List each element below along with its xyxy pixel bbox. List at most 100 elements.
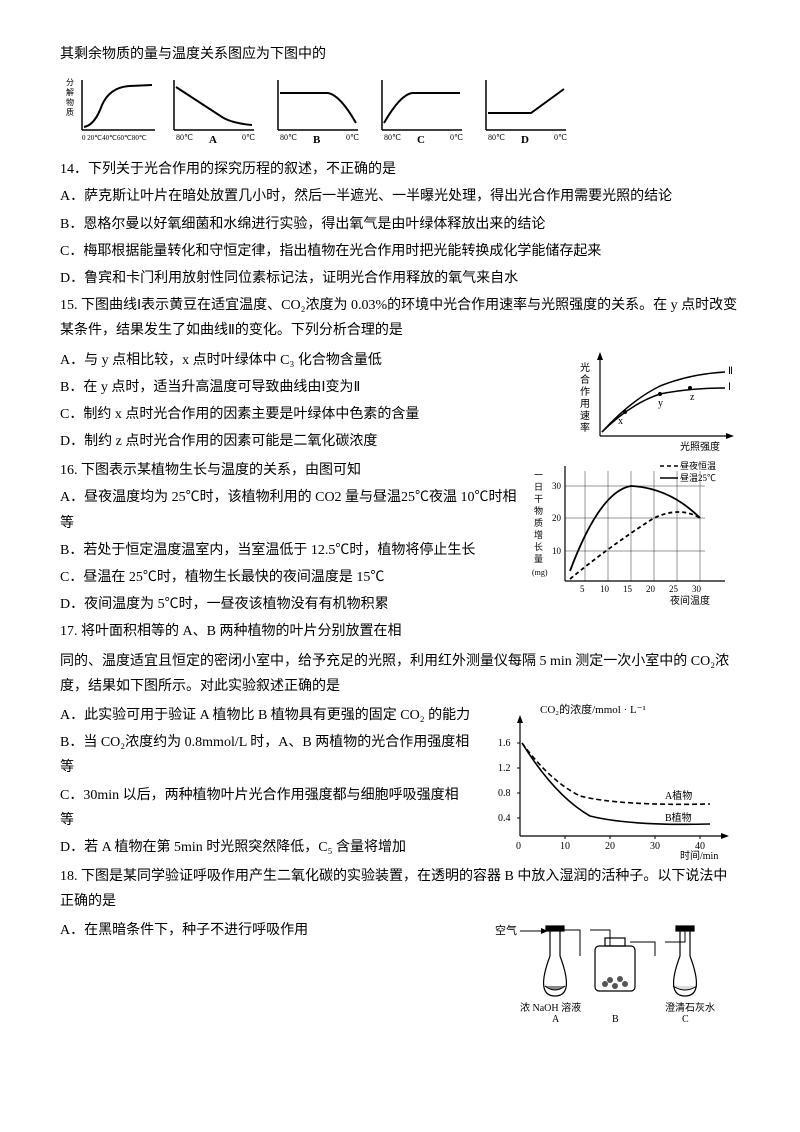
q15-C: C．制约 x 点时光合作用的因素主要是叶绿体中色素的含量 <box>60 402 562 427</box>
svg-text:20: 20 <box>552 513 562 523</box>
svg-text:80℃: 80℃ <box>488 133 505 142</box>
svg-text:D: D <box>521 134 529 145</box>
q14-D: D．鲁宾和卡门利用放射性同位素标记法，证明光合作用释放的氧气来自水 <box>60 266 740 291</box>
svg-text:10: 10 <box>600 584 610 594</box>
q15-A: A．与 y 点相比较，x 点时叶绿体中 C₃ 化合物含量低 <box>60 348 562 373</box>
svg-text:质: 质 <box>534 517 543 528</box>
svg-text:量: 量 <box>534 554 543 564</box>
svg-text:澄清石灰水: 澄清石灰水 <box>665 1001 715 1014</box>
svg-text:质: 质 <box>66 107 74 117</box>
svg-text:A: A <box>552 1014 560 1025</box>
graph-left: 分 解 物 质 0 20℃40℃60℃80℃ <box>60 75 160 145</box>
svg-text:1.2: 1.2 <box>498 763 511 774</box>
svg-text:30: 30 <box>692 584 702 594</box>
svg-text:(mg): (mg) <box>532 568 548 577</box>
svg-text:20: 20 <box>646 584 656 594</box>
svg-text:0.4: 0.4 <box>498 813 511 824</box>
q14-B: B．恩格尔曼以好氧细菌和水绵进行实验，得出氧气是由叶绿体释放出来的结论 <box>60 212 740 237</box>
svg-text:0 20℃40℃60℃80℃: 0 20℃40℃60℃80℃ <box>82 134 147 142</box>
svg-text:物: 物 <box>66 97 74 107</box>
svg-text:1.6: 1.6 <box>498 738 511 749</box>
svg-text:率: 率 <box>580 421 590 434</box>
q17-A: A．此实验可用于验证 A 植物比 B 植物具有更强的固定 CO₂ 的能力 <box>60 703 472 728</box>
svg-text:80℃: 80℃ <box>176 133 193 142</box>
svg-text:B: B <box>612 1014 619 1025</box>
svg-text:0℃: 0℃ <box>346 133 359 142</box>
svg-text:分: 分 <box>66 78 74 87</box>
svg-text:A植物: A植物 <box>665 789 692 802</box>
svg-text:30: 30 <box>552 481 562 491</box>
q15-B: B．在 y 点时，适当升高温度可导致曲线由Ⅰ变为Ⅱ <box>60 375 562 400</box>
svg-text:25: 25 <box>669 584 679 594</box>
svg-text:0.8: 0.8 <box>498 788 511 799</box>
q17-C: C．30min 以后，两种植物叶片光合作用强度都与细胞呼吸强度相等 <box>60 783 472 833</box>
q18-A: A．在黑暗条件下，种子不进行呼吸作用 <box>60 918 482 943</box>
q15-stem: 15. 下图曲线Ⅰ表示黄豆在适宜温度、CO₂浓度为 0.03%的环境中光合作用速… <box>60 293 740 343</box>
svg-text:解: 解 <box>66 87 74 97</box>
q17-stem-part2: 同的、温度适宜且恒定的密闭小室中，给予充足的光照，利用红外测量仪每隔 5 min… <box>60 649 740 699</box>
svg-text:夜间温度: 夜间温度 <box>670 594 710 606</box>
svg-text:x: x <box>618 416 623 427</box>
svg-text:速: 速 <box>580 410 590 422</box>
svg-text:一: 一 <box>534 470 543 480</box>
svg-text:0: 0 <box>516 841 521 852</box>
svg-text:C: C <box>682 1014 689 1025</box>
svg-text:物: 物 <box>534 505 543 516</box>
svg-text:A: A <box>209 134 217 145</box>
q16-A: A．昼夜温度均为 25℃时，该植物利用的 CO2 量与昼温25℃夜温 10℃时相… <box>60 485 522 535</box>
graph-a: 80℃ 0℃ A <box>164 75 264 145</box>
svg-text:光: 光 <box>580 361 590 374</box>
svg-text:0℃: 0℃ <box>242 133 255 142</box>
svg-text:10: 10 <box>552 546 562 556</box>
svg-text:80℃: 80℃ <box>384 133 401 142</box>
q15-D: D．制约 z 点时光合作用的因素可能是二氧化碳浓度 <box>60 429 562 454</box>
svg-text:干: 干 <box>534 494 543 504</box>
svg-text:10: 10 <box>560 841 570 852</box>
svg-text:5: 5 <box>580 584 585 594</box>
svg-text:y: y <box>658 398 663 409</box>
svg-text:80℃: 80℃ <box>280 133 297 142</box>
q17-stem-part1: 17. 将叶面积相等的 A、B 两种植物的叶片分别放置在相 <box>60 619 522 644</box>
svg-text:增: 增 <box>534 529 543 540</box>
graph-c: 80℃ 0℃ C <box>372 75 472 145</box>
q16-D: D．夜间温度为 5℃时，一昼夜该植物没有有机物积累 <box>60 592 522 617</box>
svg-text:0℃: 0℃ <box>554 133 567 142</box>
svg-text:20: 20 <box>605 841 615 852</box>
svg-text:作: 作 <box>580 386 590 398</box>
svg-text:15: 15 <box>623 584 633 594</box>
q16-C: C．昼温在 25℃时，植物生长最快的夜间温度是 15℃ <box>60 565 522 590</box>
q14-C: C．梅耶根据能量转化和守恒定律，指出植物在光合作用时把光能转换成化学能储存起来 <box>60 239 740 264</box>
svg-text:30: 30 <box>650 841 660 852</box>
q18-figure: 空气 <box>490 916 740 1026</box>
svg-text:B植物: B植物 <box>665 811 692 824</box>
svg-text:CO₂的浓度/mmol · L⁻¹: CO₂的浓度/mmol · L⁻¹ <box>540 702 646 716</box>
svg-text:日: 日 <box>534 482 543 492</box>
intro-text: 其剩余物质的量与温度关系图应为下图中的 <box>60 42 740 67</box>
svg-text:z: z <box>690 392 695 403</box>
q16-figure: 30 20 10 5 10 15 20 25 30 夜间温度 一 日 干 物 质… <box>530 456 740 606</box>
svg-text:昼温25℃: 昼温25℃ <box>680 473 716 483</box>
svg-text:光照强度: 光照强度 <box>680 440 720 453</box>
q15-figure: x y z Ⅱ Ⅰ 光 合 作 用 速 率 光照强度 <box>570 346 740 456</box>
top-graphs-row: 分 解 物 质 0 20℃40℃60℃80℃ 80℃ 0℃ A 80℃ 0℃ B… <box>60 75 740 145</box>
svg-text:Ⅱ: Ⅱ <box>728 366 733 377</box>
svg-text:浓 NaOH 溶液: 浓 NaOH 溶液 <box>520 1001 581 1014</box>
q16-B: B．若处于恒定温度温室内，当室温低于 12.5℃时，植物将停止生长 <box>60 538 522 563</box>
svg-text:B: B <box>313 134 321 145</box>
q14-A: A．萨克斯让叶片在暗处放置几小时，然后一半遮光、一半曝光处理，得出光合作用需要光… <box>60 184 740 209</box>
svg-text:昼夜恒温: 昼夜恒温 <box>680 460 716 471</box>
q16-stem: 16. 下图表示某植物生长与温度的关系，由图可知 <box>60 458 522 483</box>
q17-D: D．若 A 植物在第 5min 时光照突然降低，C₅ 含量将增加 <box>60 835 472 860</box>
graph-b: 80℃ 0℃ B <box>268 75 368 145</box>
svg-text:空气: 空气 <box>495 923 517 937</box>
q18-stem: 18. 下图是某同学验证呼吸作用产生二氧化碳的实验装置，在透明的容器 B 中放入… <box>60 864 740 914</box>
svg-text:长: 长 <box>534 541 543 552</box>
q17-B: B．当 CO₂浓度约为 0.8mmol/L 时，A、B 两植物的光合作用强度相等 <box>60 730 472 780</box>
svg-text:用: 用 <box>580 399 590 410</box>
svg-text:合: 合 <box>580 373 590 386</box>
q17-figure: CO₂的浓度/mmol · L⁻¹ 0.4 0.8 1.2 1.6 0 10 2… <box>480 701 740 861</box>
svg-text:Ⅰ: Ⅰ <box>728 382 731 393</box>
svg-text:0℃: 0℃ <box>450 133 463 142</box>
svg-text:C: C <box>417 134 425 145</box>
graph-d: 80℃ 0℃ D <box>476 75 576 145</box>
